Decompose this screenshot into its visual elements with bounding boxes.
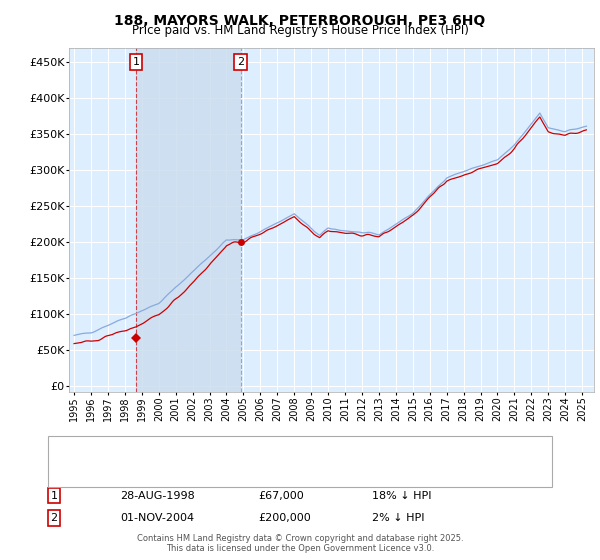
Text: ——: ——	[69, 460, 97, 475]
Text: 1: 1	[133, 57, 139, 67]
Text: 18% ↓ HPI: 18% ↓ HPI	[372, 491, 431, 501]
Text: 188, MAYORS WALK, PETERBOROUGH, PE3 6HQ: 188, MAYORS WALK, PETERBOROUGH, PE3 6HQ	[115, 14, 485, 28]
Text: 28-AUG-1998: 28-AUG-1998	[120, 491, 195, 501]
Text: £67,000: £67,000	[258, 491, 304, 501]
Text: Price paid vs. HM Land Registry's House Price Index (HPI): Price paid vs. HM Land Registry's House …	[131, 24, 469, 37]
Text: 2: 2	[50, 513, 58, 523]
Text: Contains HM Land Registry data © Crown copyright and database right 2025.
This d: Contains HM Land Registry data © Crown c…	[137, 534, 463, 553]
Text: 2% ↓ HPI: 2% ↓ HPI	[372, 513, 425, 523]
Text: 01-NOV-2004: 01-NOV-2004	[120, 513, 194, 523]
Text: 2: 2	[237, 57, 244, 67]
Text: 1: 1	[50, 491, 58, 501]
Text: £200,000: £200,000	[258, 513, 311, 523]
Text: ——: ——	[69, 444, 97, 458]
Text: 188, MAYORS WALK, PETERBOROUGH, PE3 6HQ (detached house): 188, MAYORS WALK, PETERBOROUGH, PE3 6HQ …	[93, 446, 435, 456]
Bar	[136, 48, 241, 392]
Text: HPI: Average price, detached house, City of Peterborough: HPI: Average price, detached house, City…	[93, 463, 394, 473]
